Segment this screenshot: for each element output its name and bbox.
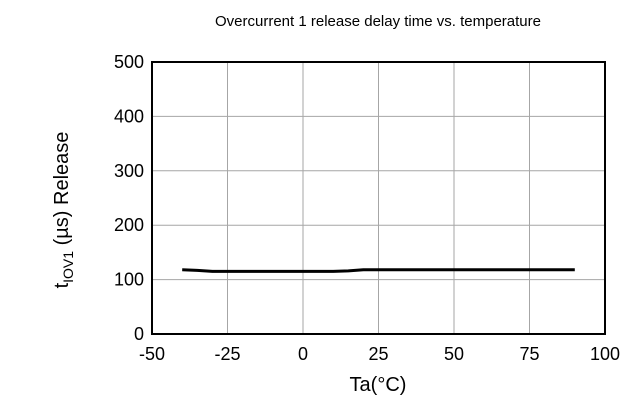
y-tick-label-2: 200 [114, 215, 144, 235]
y-axis-label-main: t [51, 282, 73, 288]
y-tick-label-4: 400 [114, 106, 144, 126]
series-line-0 [182, 268, 575, 273]
y-axis-label-subscript: IOV1 [60, 251, 76, 283]
x-tick-label-3: 25 [368, 344, 388, 364]
y-tick-label-1: 100 [114, 270, 144, 290]
x-tick-label-2: 0 [298, 344, 308, 364]
y-tick-label-0: 0 [134, 324, 144, 344]
x-tick-label-4: 50 [444, 344, 464, 364]
y-axis-label-rest: (µs) Release [51, 132, 73, 251]
series-layer [182, 268, 575, 273]
x-tick-label-1: -25 [214, 344, 240, 364]
y-tick-label-5: 500 [114, 52, 144, 72]
x-axis-ticks: -50 -25 0 25 50 75 100 [139, 344, 620, 364]
x-tick-label-5: 75 [519, 344, 539, 364]
grid-lines [152, 62, 605, 334]
chart-title: Overcurrent 1 release delay time vs. tem… [215, 13, 541, 30]
x-tick-label-0: -50 [139, 344, 165, 364]
plot-area [151, 61, 606, 335]
y-axis-label: tIOV1 (µs) Release [51, 132, 76, 289]
y-tick-label-3: 300 [114, 161, 144, 181]
x-tick-label-6: 100 [590, 344, 620, 364]
y-axis-ticks: 0 100 200 300 400 500 [114, 52, 144, 344]
x-axis-label: Ta(°C) [350, 374, 407, 396]
